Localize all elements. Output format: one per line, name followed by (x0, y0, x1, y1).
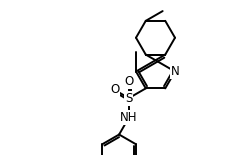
Text: N: N (171, 65, 179, 78)
Text: S: S (125, 92, 133, 105)
Text: O: O (124, 75, 134, 88)
Text: O: O (110, 83, 119, 96)
Text: NH: NH (120, 111, 138, 124)
